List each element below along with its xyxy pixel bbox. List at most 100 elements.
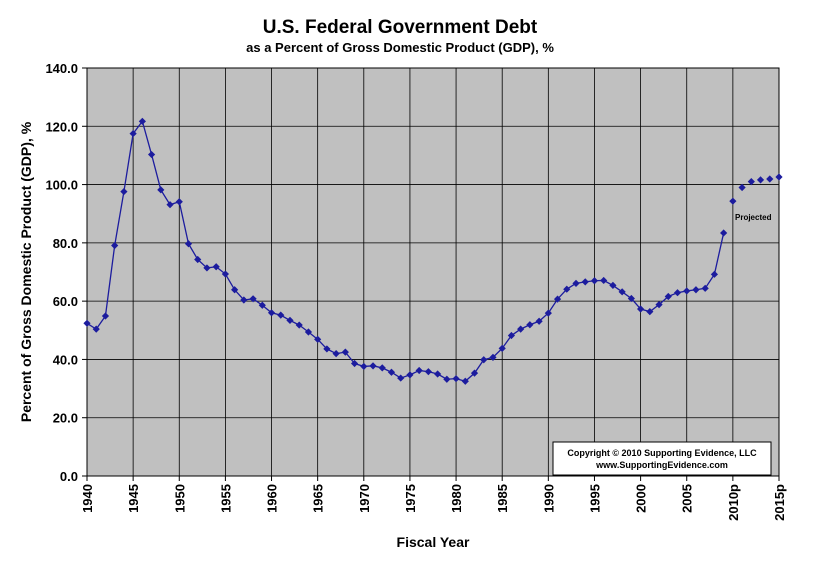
x-tick-label: 1945 [126, 484, 141, 513]
data-point [240, 296, 248, 304]
data-point [590, 277, 599, 285]
data-point [203, 264, 211, 272]
data-point [83, 319, 91, 327]
data-point [517, 325, 525, 333]
x-tick-label: 2015p [772, 484, 787, 521]
data-point [129, 129, 137, 138]
x-tick-label: 1955 [218, 484, 233, 513]
y-tick-label: 20.0 [53, 411, 78, 426]
x-tick-label: 2005 [680, 484, 695, 513]
data-point [304, 328, 313, 336]
x-axis-label: Fiscal Year [397, 534, 470, 550]
y-tick-label: 140.0 [45, 61, 78, 76]
y-tick-label: 120.0 [45, 119, 78, 134]
projected-annotation: Projected [735, 213, 772, 222]
x-tick-label: 1940 [80, 484, 95, 513]
data-point [683, 287, 691, 295]
data-point [572, 279, 580, 287]
data-point [323, 345, 331, 353]
data-point [231, 286, 239, 294]
y-tick-label: 100.0 [45, 178, 78, 193]
data-point [627, 294, 635, 303]
copyright-box: Copyright © 2010 Supporting Evidence, LL… [552, 441, 772, 476]
data-point [424, 368, 432, 376]
data-point [664, 292, 672, 301]
data-point [600, 276, 608, 285]
data-point [147, 150, 156, 159]
data-point [655, 301, 663, 309]
data-point [470, 369, 479, 377]
data-point [489, 353, 497, 361]
data-point [673, 289, 682, 297]
data-point [101, 312, 110, 320]
projected-data-point [766, 175, 774, 183]
data-point [277, 311, 285, 319]
data-point [212, 263, 220, 271]
x-tick-label: 1970 [357, 484, 372, 513]
x-tick-label: 2000 [634, 484, 649, 513]
x-tick-label: 1965 [311, 484, 326, 513]
data-point [646, 308, 654, 316]
copyright-line-2: www.SupportingEvidence.com [595, 460, 728, 470]
y-tick-label: 60.0 [53, 294, 78, 309]
data-point [175, 198, 183, 206]
x-tick-label: 1960 [265, 484, 280, 513]
data-point [415, 366, 423, 375]
data-point [452, 375, 460, 383]
data-point [553, 295, 562, 303]
projected-data-point [775, 173, 783, 181]
data-point [314, 335, 322, 343]
plot-area [86, 67, 780, 477]
data-point [692, 286, 700, 294]
tick-labels: 0.0 20.0 40.0 60.0 80.0 100.0 120.0 140.0 1940 19… [45, 61, 787, 521]
data-point [637, 305, 645, 313]
series-line [86, 119, 725, 383]
data-point [563, 285, 571, 293]
data-point [480, 356, 488, 364]
data-point [111, 241, 119, 250]
grid-lines [82, 67, 780, 481]
x-tick-label: 1990 [541, 484, 556, 513]
y-tick-label: 80.0 [53, 236, 78, 251]
data-point [341, 348, 349, 356]
chart-title: U.S. Federal Government Debt [263, 17, 538, 38]
data-point [701, 284, 709, 292]
projected-data-point [756, 176, 765, 184]
data-point [258, 301, 266, 309]
data-point [332, 350, 340, 358]
data-point [498, 344, 506, 352]
copyright-line-1: Copyright © 2010 Supporting Evidence, LL… [567, 448, 757, 458]
projected-data-point [747, 178, 755, 186]
data-point [194, 255, 202, 264]
data-point [157, 186, 165, 194]
x-tick-label: 1975 [403, 484, 418, 513]
data-point [120, 187, 128, 196]
data-point [544, 309, 552, 317]
data-point [369, 362, 377, 370]
x-tick-label: 1995 [587, 484, 602, 513]
data-point [378, 364, 386, 372]
data-point [618, 288, 626, 296]
data-point [535, 317, 543, 325]
data-point [609, 281, 617, 290]
data-point [406, 371, 414, 379]
data-point [350, 359, 359, 368]
data-point [92, 325, 100, 333]
data-point [138, 117, 146, 125]
projected-data-point [738, 183, 746, 192]
data-point [295, 321, 303, 329]
projected-data-point [729, 197, 737, 205]
chart-subtitle: as a Percent of Gross Domestic Product (… [246, 40, 554, 55]
data-point [507, 331, 516, 340]
y-tick-label: 40.0 [53, 352, 78, 367]
data-point [221, 270, 229, 278]
data-point [166, 201, 174, 209]
data-point [443, 375, 451, 383]
data-point [720, 229, 728, 237]
data-point [526, 321, 534, 329]
x-tick-label: 1980 [449, 484, 464, 513]
data-point [397, 374, 405, 382]
data-point [581, 278, 589, 286]
